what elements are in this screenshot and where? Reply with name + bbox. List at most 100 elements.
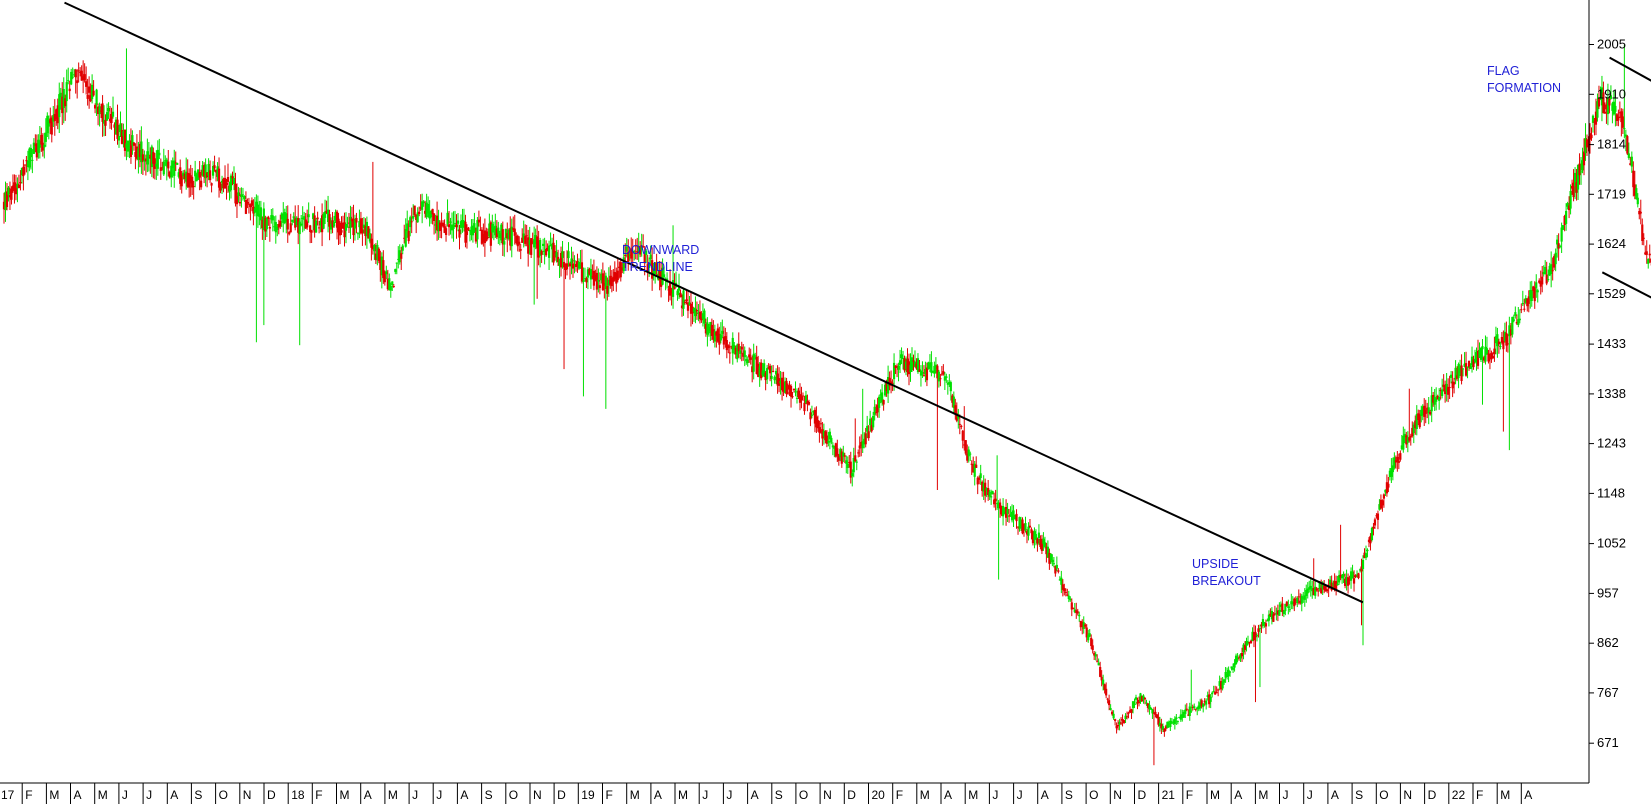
candle-body bbox=[1542, 272, 1545, 275]
candle-body bbox=[456, 220, 460, 224]
candle-body bbox=[945, 376, 948, 378]
candle-body bbox=[286, 218, 289, 230]
candle-body bbox=[294, 218, 297, 228]
candle-body bbox=[1551, 270, 1554, 272]
candle-body bbox=[785, 380, 788, 395]
candle-body bbox=[777, 378, 781, 386]
candle-body bbox=[1290, 601, 1293, 605]
candle-body bbox=[232, 178, 236, 184]
candle-body bbox=[1403, 433, 1406, 438]
candle-body bbox=[1385, 482, 1388, 494]
candle-body bbox=[1078, 614, 1081, 617]
candle-body bbox=[474, 232, 478, 242]
candle-body bbox=[1205, 700, 1208, 705]
candle-body bbox=[226, 177, 230, 182]
candle-body bbox=[895, 365, 899, 367]
candle-body bbox=[1111, 711, 1114, 715]
candle-body bbox=[1034, 534, 1038, 539]
candle-body bbox=[1282, 610, 1285, 614]
candle-body bbox=[1015, 513, 1018, 522]
x-tick-label: A bbox=[944, 788, 952, 802]
candle-body bbox=[1526, 298, 1529, 307]
candle-body bbox=[1411, 427, 1414, 437]
candle-body bbox=[1273, 613, 1276, 615]
candle-body bbox=[1357, 573, 1360, 579]
candle-body bbox=[1538, 280, 1541, 283]
candle-body bbox=[682, 290, 685, 309]
candle-body bbox=[410, 221, 413, 223]
candle-body bbox=[1112, 713, 1115, 719]
candle-body bbox=[780, 377, 784, 391]
candle-body bbox=[135, 146, 139, 159]
candle-body bbox=[86, 95, 89, 99]
candle-body bbox=[455, 224, 458, 228]
candle-body bbox=[219, 183, 222, 191]
candle-body bbox=[1105, 688, 1108, 696]
candle-body bbox=[421, 201, 424, 210]
candle-body bbox=[383, 271, 386, 283]
candle-body bbox=[207, 164, 210, 176]
candle-body bbox=[477, 219, 480, 223]
candle-body bbox=[1342, 574, 1345, 577]
candle-body bbox=[1639, 211, 1642, 214]
candle-body bbox=[997, 502, 1000, 509]
candle-body bbox=[942, 371, 945, 375]
candle-body bbox=[1193, 706, 1196, 708]
candle-body bbox=[4, 191, 7, 210]
candle-body bbox=[931, 371, 934, 373]
candle-body bbox=[654, 262, 657, 275]
candle-body bbox=[1485, 348, 1489, 354]
candle-body bbox=[37, 139, 40, 153]
candle-body bbox=[1576, 164, 1580, 190]
candle-body bbox=[8, 195, 12, 198]
candle-body bbox=[23, 164, 27, 166]
candle-body bbox=[62, 89, 65, 108]
candle-body bbox=[156, 149, 159, 169]
candle-body bbox=[158, 152, 161, 156]
candle-body bbox=[126, 140, 130, 152]
x-tick-label: M bbox=[1210, 788, 1220, 802]
candle-body bbox=[312, 213, 315, 220]
x-tick-label: F bbox=[315, 788, 322, 802]
candle-body bbox=[191, 176, 194, 188]
candle-body bbox=[1418, 414, 1421, 428]
candle-body bbox=[616, 270, 619, 281]
candle-body bbox=[1297, 596, 1300, 598]
candle-body bbox=[1315, 588, 1318, 591]
candle-body bbox=[1266, 620, 1269, 622]
candle-body bbox=[443, 226, 446, 233]
candle-body bbox=[730, 346, 733, 348]
x-tick-label: A bbox=[460, 788, 468, 802]
candle-body bbox=[689, 303, 693, 314]
candle-body bbox=[322, 214, 325, 229]
candle-body bbox=[855, 461, 858, 463]
candle-body bbox=[367, 226, 370, 239]
candle-body bbox=[943, 376, 946, 381]
candle-body bbox=[758, 366, 761, 377]
candle-body bbox=[825, 435, 828, 444]
candle-body bbox=[1166, 721, 1169, 728]
candle-body bbox=[1230, 666, 1233, 669]
candle-body bbox=[167, 161, 170, 169]
candle-body bbox=[1188, 706, 1191, 716]
candle-body bbox=[1094, 654, 1097, 657]
candle-body bbox=[565, 263, 569, 270]
candle-body bbox=[1641, 224, 1644, 241]
candle-body bbox=[1627, 153, 1630, 158]
x-tick-label: 18 bbox=[291, 788, 305, 802]
candle-body bbox=[673, 284, 676, 290]
candle-body bbox=[906, 358, 909, 373]
candle-body bbox=[585, 278, 588, 283]
candle-body bbox=[833, 445, 836, 449]
candle-body bbox=[1272, 614, 1275, 622]
candle-body bbox=[117, 136, 121, 141]
candle-body bbox=[96, 106, 100, 114]
candle-body bbox=[344, 223, 348, 231]
candle-body bbox=[359, 218, 363, 234]
x-tick-label: A bbox=[1331, 788, 1339, 802]
candle-body bbox=[1001, 506, 1005, 517]
candle-body bbox=[812, 411, 815, 413]
candle-body bbox=[1296, 598, 1299, 603]
candle-body bbox=[1451, 381, 1454, 389]
candle-body bbox=[606, 286, 609, 294]
